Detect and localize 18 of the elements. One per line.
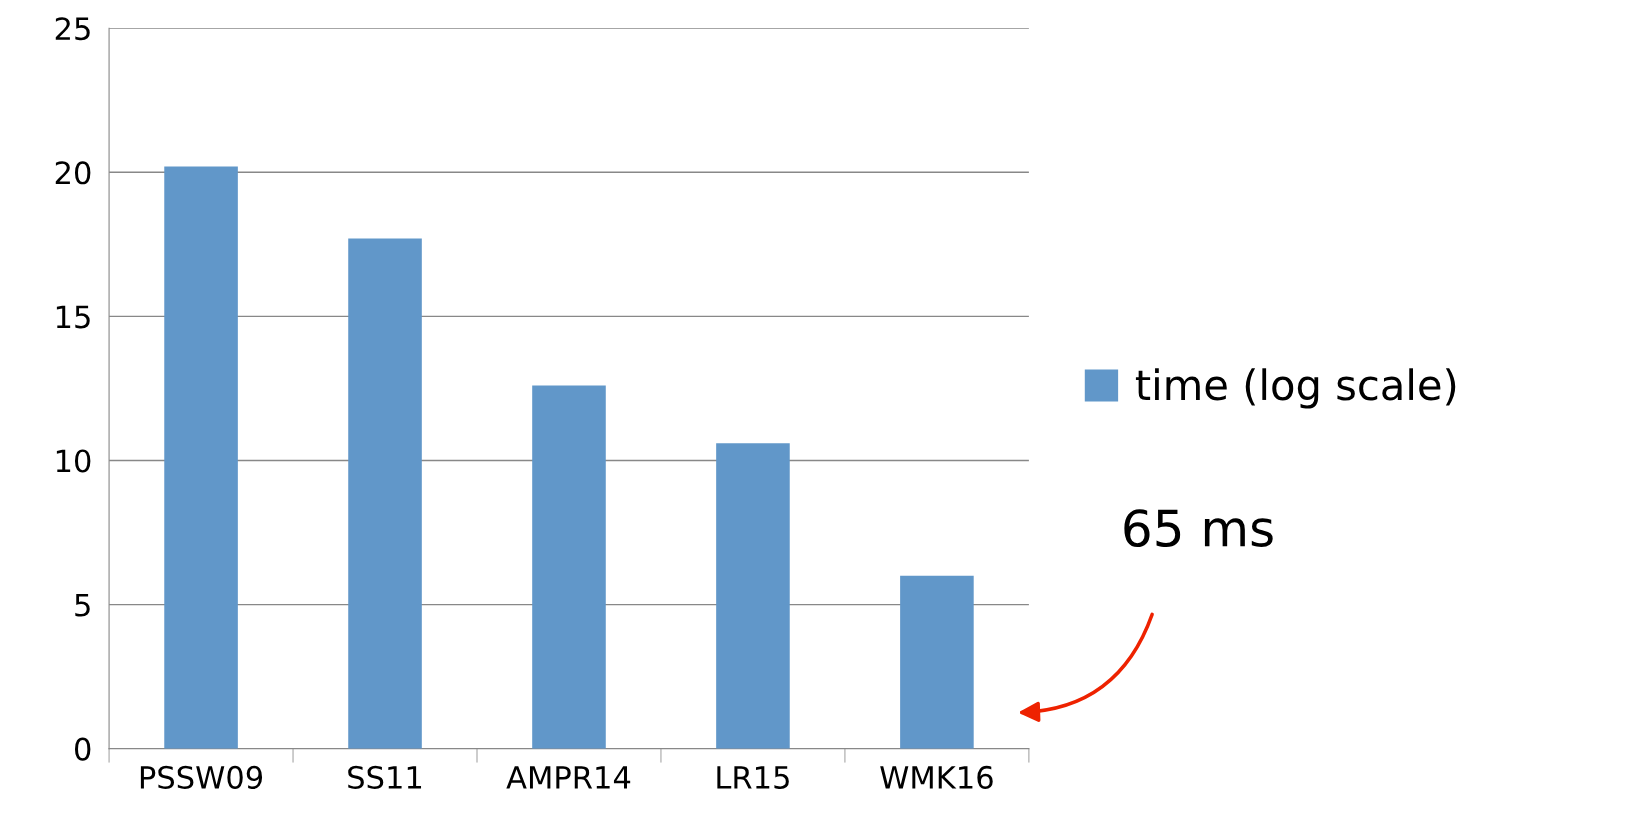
y-tick-label: 5 [75, 593, 90, 617]
y-tick-label: 25 [55, 17, 90, 41]
x-tick-label: LR15 [717, 766, 789, 789]
text: 65 ms [1124, 509, 1273, 548]
y-tick-label: 15 [56, 305, 90, 329]
bar [348, 238, 422, 749]
y-tick-label: 0 [74, 737, 91, 761]
x-tick-label: PSSW09 [140, 765, 263, 789]
bar [716, 443, 790, 749]
y-tick-label: 10 [56, 449, 91, 473]
bar [900, 575, 974, 749]
bar [532, 385, 606, 749]
legend-label: time (log scale) [1135, 368, 1456, 409]
x-tick-label: AMPR14 [506, 766, 631, 789]
bar [164, 166, 238, 749]
x-tick-label: SS11 [348, 765, 422, 789]
y-tick-label: 20 [55, 161, 91, 185]
x-tick-label: WMK16 [880, 765, 993, 789]
